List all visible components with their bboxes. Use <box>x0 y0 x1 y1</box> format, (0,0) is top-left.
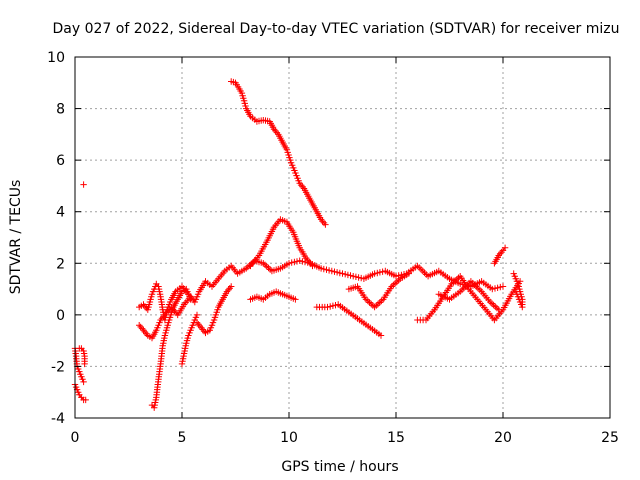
y-tick-label: 6 <box>56 153 65 169</box>
x-tick-label: 5 <box>178 430 187 446</box>
data-point <box>352 273 360 280</box>
grid-layer <box>75 57 610 418</box>
data-point <box>187 296 194 303</box>
data-point <box>80 181 87 188</box>
series-trace-10 <box>193 283 235 337</box>
data-point <box>350 273 357 280</box>
series-trace-06 <box>136 257 507 324</box>
data-point <box>457 280 464 288</box>
data-point <box>377 332 385 339</box>
series-trace-11 <box>247 216 316 270</box>
data-point <box>328 267 335 275</box>
data-point <box>336 269 343 277</box>
data-point <box>324 303 331 311</box>
y-tick-label: 2 <box>56 256 65 272</box>
series-trace-05 <box>228 78 329 228</box>
chart-title: Day 027 of 2022, Sidereal Day-to-day VTE… <box>53 21 620 37</box>
data-point <box>494 284 501 291</box>
series-trace-12 <box>247 288 299 303</box>
x-axis-label: GPS time / hours <box>281 459 398 475</box>
data-point <box>342 271 349 278</box>
y-tick-label: -4 <box>51 411 65 427</box>
data-point <box>512 288 519 295</box>
y-tick-label: 10 <box>47 50 65 66</box>
series-layer <box>71 78 526 411</box>
data-point <box>339 270 346 277</box>
data-point <box>320 265 327 273</box>
data-point <box>317 265 325 272</box>
data-point <box>325 267 333 274</box>
data-point <box>322 221 329 228</box>
series-trace-13 <box>313 301 385 339</box>
data-point <box>347 272 354 279</box>
data-point <box>501 244 509 251</box>
data-point <box>288 259 295 266</box>
x-tick-label: 0 <box>71 430 80 446</box>
data-point <box>228 283 235 290</box>
data-point <box>309 262 316 270</box>
y-tick-label: -2 <box>51 359 65 375</box>
series-trace-14 <box>345 270 412 311</box>
data-point <box>495 306 502 313</box>
data-point <box>193 311 201 319</box>
data-point <box>80 378 87 386</box>
axis-layer: 0 5 10 15 20 25 -4 -2 0 2 4 6 8 10 <box>47 50 619 446</box>
data-point <box>327 303 334 310</box>
series-trace-07 <box>136 293 194 342</box>
series-trace-17 <box>491 244 509 267</box>
data-point <box>497 283 504 291</box>
plot-frame <box>74 56 611 419</box>
data-point <box>332 302 339 309</box>
data-point <box>285 260 293 267</box>
data-point <box>81 360 88 368</box>
data-point <box>292 296 299 303</box>
y-tick-label: 4 <box>56 205 65 221</box>
y-tick-label: 8 <box>56 102 65 118</box>
data-point <box>405 270 412 277</box>
series-trace-09 <box>178 311 201 368</box>
data-point <box>293 258 301 265</box>
data-point <box>489 285 496 293</box>
series-trace-08 <box>148 285 194 411</box>
y-axis-label: SDTVAR / TECUs <box>8 180 24 295</box>
series-trace-16 <box>435 278 502 313</box>
x-tick-label: 15 <box>387 430 405 446</box>
data-point <box>376 269 384 276</box>
data-point <box>392 273 400 280</box>
series-trace-18 <box>510 270 526 311</box>
x-tick-label: 20 <box>494 430 512 446</box>
y-tick-label: 0 <box>56 308 65 324</box>
x-tick-label: 25 <box>601 430 619 446</box>
data-point <box>371 270 378 277</box>
x-tick-label: 10 <box>280 430 298 446</box>
data-point <box>333 269 341 276</box>
data-point <box>499 283 507 290</box>
data-point <box>82 396 89 404</box>
data-point <box>296 257 303 264</box>
series-trace-03 <box>76 345 88 368</box>
series-trace-04 <box>80 181 87 188</box>
